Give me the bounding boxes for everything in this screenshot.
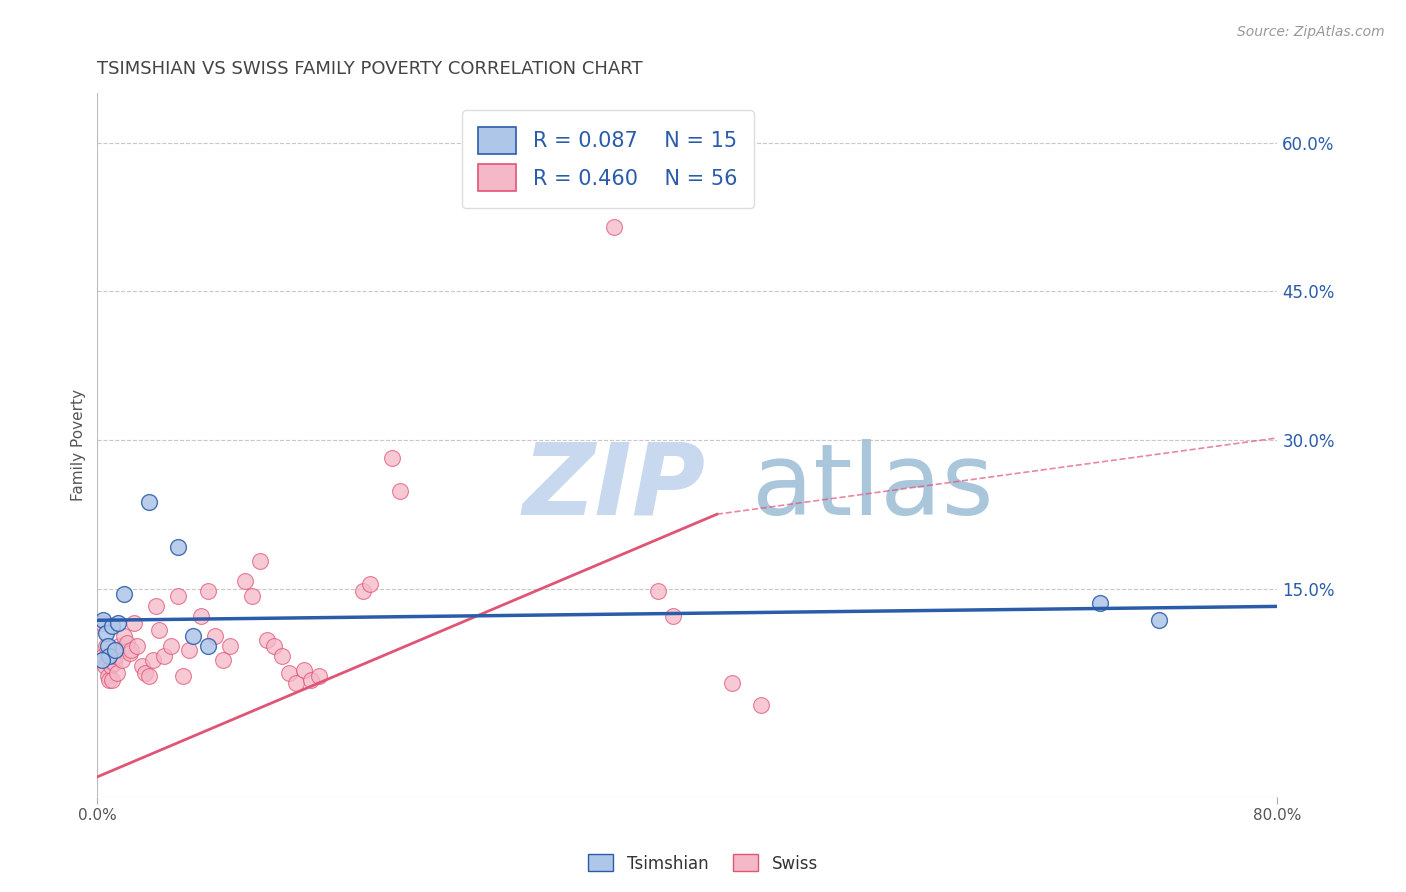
Point	[219, 639, 242, 653]
Point	[131, 658, 153, 673]
Point	[152, 648, 174, 663]
Point	[602, 219, 624, 234]
Point	[352, 583, 374, 598]
Point	[647, 583, 669, 598]
Point	[138, 495, 160, 509]
Point	[111, 653, 134, 667]
Text: Source: ZipAtlas.com: Source: ZipAtlas.com	[1237, 25, 1385, 39]
Point	[204, 629, 226, 643]
Point	[112, 629, 135, 643]
Point	[104, 648, 127, 663]
Point	[167, 590, 190, 604]
Point	[120, 643, 142, 657]
Point	[134, 665, 156, 680]
Point	[181, 629, 204, 643]
Point	[100, 658, 122, 673]
Point	[1090, 596, 1112, 610]
Point	[90, 616, 112, 631]
Point	[112, 586, 135, 600]
Point	[292, 663, 315, 677]
Text: atlas: atlas	[752, 439, 994, 535]
Point	[97, 669, 120, 683]
Point	[105, 665, 128, 680]
Point	[190, 609, 212, 624]
Point	[211, 653, 233, 667]
Point	[172, 669, 194, 683]
Y-axis label: Family Poverty: Family Poverty	[72, 389, 86, 501]
Point	[97, 639, 120, 653]
Point	[101, 619, 124, 633]
Point	[96, 626, 118, 640]
Text: ZIP: ZIP	[522, 439, 706, 535]
Point	[108, 639, 131, 653]
Point	[388, 484, 411, 499]
Point	[720, 675, 742, 690]
Point	[91, 648, 114, 663]
Point	[278, 665, 301, 680]
Point	[197, 639, 219, 653]
Point	[107, 616, 129, 631]
Legend: R = 0.087    N = 15, R = 0.460    N = 56: R = 0.087 N = 15, R = 0.460 N = 56	[461, 111, 754, 208]
Point	[233, 574, 256, 588]
Point	[91, 613, 114, 627]
Legend: Tsimshian, Swiss: Tsimshian, Swiss	[582, 847, 824, 880]
Point	[359, 576, 381, 591]
Point	[93, 658, 115, 673]
Point	[256, 633, 278, 648]
Point	[299, 673, 322, 687]
Point	[101, 673, 124, 687]
Text: TSIMSHIAN VS SWISS FAMILY POVERTY CORRELATION CHART: TSIMSHIAN VS SWISS FAMILY POVERTY CORREL…	[97, 60, 643, 78]
Point	[115, 636, 138, 650]
Point	[122, 616, 145, 631]
Point	[98, 648, 121, 663]
Point	[142, 653, 165, 667]
Point	[98, 673, 121, 687]
Point	[308, 669, 330, 683]
Point	[240, 590, 263, 604]
Point	[118, 646, 141, 660]
Point	[127, 639, 149, 653]
Point	[104, 643, 127, 657]
Point	[249, 554, 271, 568]
Point	[103, 656, 125, 670]
Point	[661, 609, 683, 624]
Point	[90, 653, 112, 667]
Point	[167, 540, 190, 554]
Point	[96, 639, 118, 653]
Point	[1149, 613, 1171, 627]
Point	[749, 698, 772, 713]
Point	[148, 623, 170, 637]
Point	[381, 450, 404, 465]
Point	[145, 599, 167, 614]
Point	[197, 583, 219, 598]
Point	[177, 643, 200, 657]
Point	[263, 639, 285, 653]
Point	[270, 648, 292, 663]
Point	[138, 669, 160, 683]
Point	[285, 675, 308, 690]
Point	[160, 639, 183, 653]
Point	[110, 643, 132, 657]
